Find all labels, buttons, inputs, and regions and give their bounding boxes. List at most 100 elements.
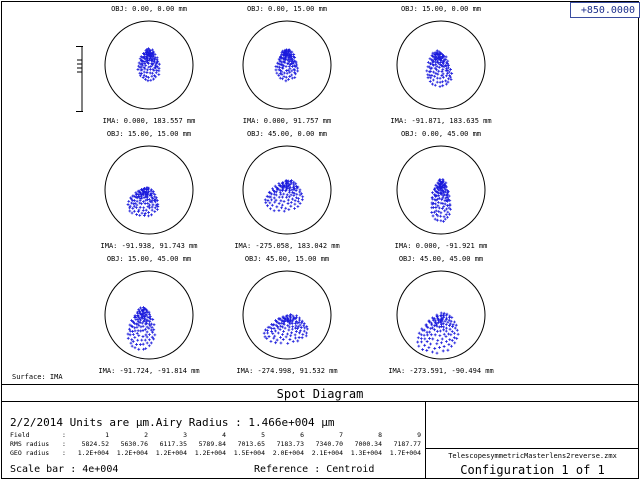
ray-mark xyxy=(142,66,146,69)
ray-mark xyxy=(134,206,138,210)
ray-mark xyxy=(272,192,276,196)
ray-mark xyxy=(429,76,433,80)
ray-mark xyxy=(148,206,151,210)
ray-mark xyxy=(450,330,454,333)
ray-mark xyxy=(284,189,287,193)
ray-mark xyxy=(152,323,156,327)
ray-mark xyxy=(433,188,436,192)
ray-mark xyxy=(435,49,439,53)
table-cell: 2 xyxy=(144,431,148,439)
zoom-field[interactable]: +850.0000 xyxy=(570,2,640,18)
ray-mark xyxy=(294,330,298,333)
ray-mark xyxy=(444,188,448,192)
ray-mark xyxy=(420,327,424,331)
ray-mark xyxy=(303,326,307,330)
obj-label: OBJ: 45.00, 45.00 mm xyxy=(398,255,484,263)
ray-mark xyxy=(150,208,154,212)
ima-label: IMA: -91.938, 91.743 mm xyxy=(100,242,198,250)
spot-diagram-4 xyxy=(104,145,194,235)
ray-mark xyxy=(447,77,450,81)
ray-mark xyxy=(139,59,143,63)
ray-mark xyxy=(293,187,296,190)
ray-mark xyxy=(284,65,288,68)
ray-mark xyxy=(136,210,140,213)
ray-mark xyxy=(149,328,153,332)
ray-mark xyxy=(154,71,158,75)
ray-mark xyxy=(278,188,282,192)
ray-mark xyxy=(446,80,450,84)
ray-mark xyxy=(452,336,456,340)
ray-mark xyxy=(148,312,151,316)
ray-mark xyxy=(147,344,151,348)
ray-mark xyxy=(140,187,143,191)
ray-mark xyxy=(288,338,292,341)
ray-mark xyxy=(145,325,149,329)
obj-label: OBJ: 15.00, 0.00 mm xyxy=(400,5,482,13)
ray-mark xyxy=(456,332,460,336)
ray-mark xyxy=(434,195,438,198)
ray-mark xyxy=(298,323,302,327)
ray-mark xyxy=(133,329,137,333)
ray-mark xyxy=(277,209,281,213)
ray-mark xyxy=(455,337,459,340)
ray-mark xyxy=(291,197,294,201)
ray-mark xyxy=(280,73,284,76)
ray-mark xyxy=(144,77,147,81)
ray-mark xyxy=(434,189,438,193)
ray-mark xyxy=(139,68,143,72)
ray-mark xyxy=(432,324,436,328)
ray-mark xyxy=(290,50,294,54)
ray-mark xyxy=(431,191,434,195)
ray-mark xyxy=(438,63,442,66)
ray-mark xyxy=(435,68,438,72)
ray-mark xyxy=(425,69,429,73)
ray-mark xyxy=(434,206,438,209)
reference-value: Centroid xyxy=(326,464,375,475)
ray-mark xyxy=(262,331,266,335)
ray-mark xyxy=(446,210,450,214)
ray-mark xyxy=(141,56,145,59)
ray-mark xyxy=(286,62,290,66)
ray-mark xyxy=(264,201,268,205)
ray-mark xyxy=(131,340,135,343)
table-cell: 6117.35 xyxy=(159,440,187,448)
ray-mark xyxy=(146,319,150,322)
ray-mark xyxy=(435,61,439,64)
ray-mark xyxy=(428,73,432,77)
ray-mark xyxy=(431,51,435,55)
ray-mark xyxy=(136,68,140,71)
ray-mark xyxy=(281,181,285,184)
ray-mark xyxy=(145,330,149,334)
ray-mark xyxy=(148,67,152,71)
ray-mark xyxy=(437,66,441,69)
geo-label: GEO radius xyxy=(10,449,50,457)
ray-mark xyxy=(445,312,449,316)
ray-mark xyxy=(143,62,147,65)
ray-mark xyxy=(286,198,290,202)
ray-mark xyxy=(277,68,281,72)
ray-mark xyxy=(442,60,446,64)
ray-mark xyxy=(137,64,141,68)
ray-mark xyxy=(433,328,436,332)
ray-mark xyxy=(288,183,292,186)
ray-mark xyxy=(276,61,280,65)
ray-mark xyxy=(280,185,284,189)
ray-mark xyxy=(442,332,446,336)
ray-mark xyxy=(439,311,443,315)
ray-mark xyxy=(278,76,282,80)
ray-mark xyxy=(296,66,300,70)
ray-mark xyxy=(148,203,151,207)
spot-diagram-1 xyxy=(104,20,194,110)
ray-mark xyxy=(436,59,440,63)
ray-mark xyxy=(422,333,426,337)
ray-mark xyxy=(285,69,288,73)
table-cell: 9 xyxy=(417,431,421,439)
ray-mark xyxy=(141,208,145,212)
airy-circle xyxy=(242,270,332,360)
ray-mark xyxy=(420,340,423,344)
ray-mark xyxy=(302,329,306,333)
ray-mark xyxy=(293,76,297,80)
ray-mark xyxy=(149,322,153,326)
ray-mark xyxy=(445,185,448,189)
ray-mark xyxy=(436,200,440,204)
